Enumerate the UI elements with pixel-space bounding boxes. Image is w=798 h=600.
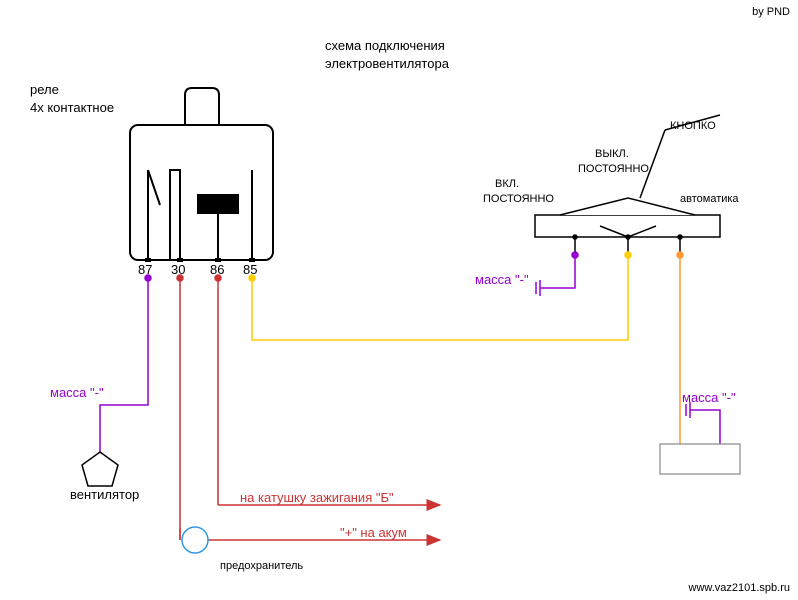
switch-assembly (535, 115, 720, 255)
diagram-svg (0, 0, 798, 600)
wire-switch-ground (536, 252, 578, 296)
wire-87-fan (100, 275, 151, 452)
relay-body (130, 88, 273, 260)
wire-30-power (177, 275, 440, 540)
sensor-box (660, 444, 740, 474)
fuse-icon (182, 527, 208, 553)
wire-switch-sensor (677, 252, 683, 444)
wiring-diagram: схема подключения электровентилятора by … (0, 0, 798, 600)
fan-icon (82, 452, 118, 486)
wire-85-switch (249, 252, 631, 340)
wire-sensor-ground (686, 402, 720, 444)
wire-86 (215, 275, 221, 505)
